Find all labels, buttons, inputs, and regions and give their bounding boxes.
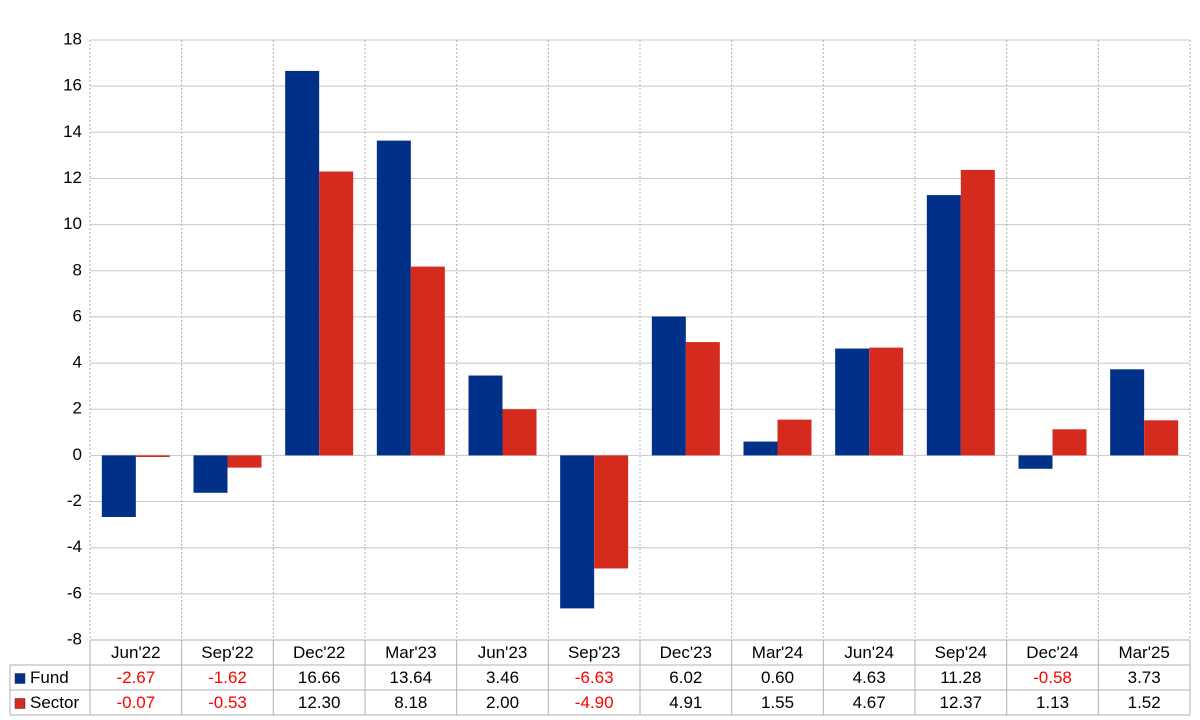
bar [1110,369,1145,456]
table-value: 16.66 [298,668,341,687]
table-value: 1.55 [761,693,794,712]
y-tick-label: 12 [63,168,82,187]
x-tick-label: Mar'24 [752,643,803,662]
x-tick-label: Dec'23 [660,643,712,662]
table-value: 12.30 [298,693,341,712]
y-tick-label: 14 [63,122,82,141]
x-tick-label: Jun'23 [478,643,528,662]
y-tick-label: -6 [67,583,82,602]
bar [101,455,136,517]
legend-label: Sector [30,693,79,712]
bar [319,171,354,456]
bar [926,195,961,456]
x-tick-label: Dec'22 [293,643,345,662]
y-tick-label: -2 [67,491,82,510]
bar [227,455,262,468]
table-value: 13.64 [390,668,433,687]
x-tick-label: Jun'24 [844,643,894,662]
table-value: -0.53 [208,693,247,712]
table-value: 6.02 [669,668,702,687]
table-value: 2.00 [486,693,519,712]
y-tick-label: 6 [73,306,82,325]
bar [960,169,995,456]
x-tick-label: Dec'24 [1026,643,1078,662]
bar [835,348,870,456]
bar [285,70,320,456]
bar [410,266,445,456]
legend-swatch [14,673,26,684]
x-tick-label: Mar'23 [385,643,436,662]
table-value: -1.62 [208,668,247,687]
x-tick-label: Sep'23 [568,643,620,662]
y-tick-label: 18 [63,29,82,48]
table-value: 1.52 [1128,693,1161,712]
bar [560,455,595,609]
y-tick-label: 0 [73,445,82,464]
table-value: -0.07 [116,693,155,712]
table-value: 3.73 [1128,668,1161,687]
table-value: 3.46 [486,668,519,687]
bar [743,441,778,456]
table-value: 4.63 [853,668,886,687]
legend-label: Fund [30,668,69,687]
table-value: 1.13 [1036,693,1069,712]
bar [468,375,503,456]
bar [869,347,904,456]
y-tick-label: 4 [73,353,82,372]
bar [651,316,686,456]
y-tick-label: 16 [63,76,82,95]
y-tick-label: 8 [73,260,82,279]
bar [502,409,537,456]
bar [1052,429,1087,456]
y-tick-label: -8 [67,629,82,648]
bar [594,455,629,569]
table-value: -6.63 [575,668,614,687]
bar [376,140,411,456]
legend-swatch [14,698,26,709]
table-value: 12.37 [940,693,983,712]
table-value: -4.90 [575,693,614,712]
table-value: 4.91 [669,693,702,712]
table-value: 4.67 [853,693,886,712]
x-tick-label: Mar'25 [1118,643,1169,662]
bar [135,455,170,457]
y-tick-label: 2 [73,399,82,418]
x-tick-label: Sep'24 [935,643,987,662]
bar [1144,420,1179,456]
bar [777,419,812,456]
table-value: 8.18 [394,693,427,712]
table-value: -0.58 [1033,668,1072,687]
bar [685,342,720,456]
y-tick-label: -4 [67,537,82,556]
bar [1018,455,1053,469]
x-tick-label: Jun'22 [111,643,161,662]
x-tick-label: Sep'22 [201,643,253,662]
y-tick-label: 10 [63,214,82,233]
table-value: 11.28 [940,668,981,687]
table-value: 0.60 [761,668,794,687]
table-value: -2.67 [116,668,155,687]
bar [193,455,228,493]
